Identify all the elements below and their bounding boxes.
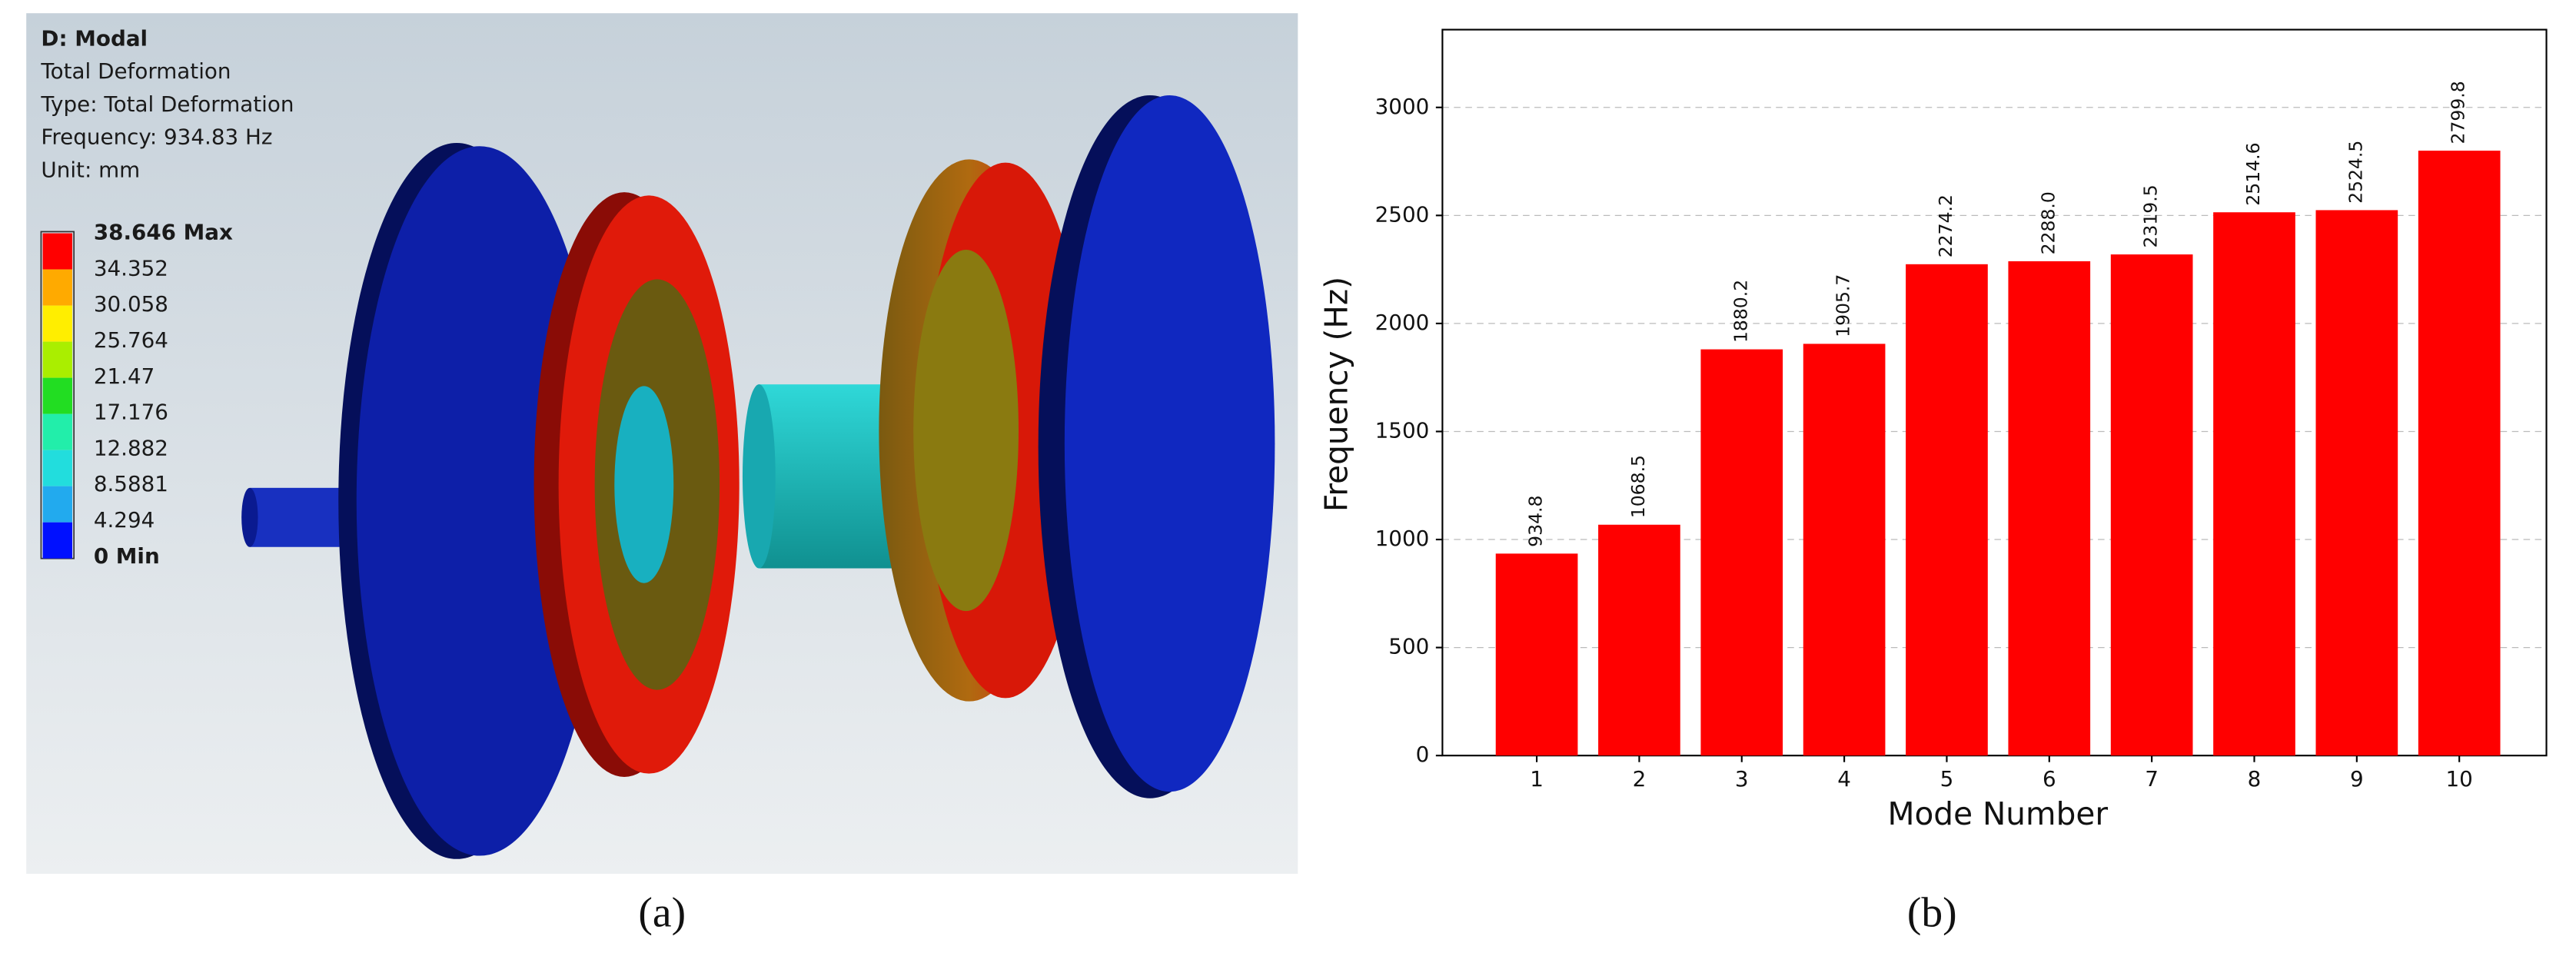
color-swatch xyxy=(42,269,73,306)
color-swatch xyxy=(42,233,73,270)
x-tick-label: 9 xyxy=(2350,766,2364,792)
color-swatch xyxy=(42,305,73,342)
color-swatch xyxy=(42,486,73,523)
legend-label: 0 Min xyxy=(94,543,160,569)
info-line: Total Deformation xyxy=(40,58,231,84)
bar xyxy=(1495,553,1578,756)
value-label: 2274.2 xyxy=(1935,194,1956,257)
fea-render: D: Modal Total Deformation Type: Total De… xyxy=(26,13,1298,875)
y-tick-label: 2500 xyxy=(1375,201,1430,227)
y-tick-label: 1500 xyxy=(1375,417,1430,443)
value-label: 934.8 xyxy=(1525,496,1547,547)
panel-label: (b) xyxy=(1907,888,1957,936)
bar xyxy=(1803,344,1886,756)
info-line: Type: Total Deformation xyxy=(40,91,294,117)
x-tick-label: 5 xyxy=(1940,766,1954,792)
x-axis-label: Mode Number xyxy=(1887,795,2108,832)
legend-label: 25.764 xyxy=(94,327,168,353)
y-axis-label: Frequency (Hz) xyxy=(1318,277,1355,512)
color-swatch xyxy=(42,341,73,378)
value-label: 2514.6 xyxy=(2242,142,2264,205)
info-line: Unit: mm xyxy=(41,157,140,182)
plot-frame xyxy=(1441,28,2548,757)
y-tick-label: 1000 xyxy=(1375,526,1430,551)
value-label: 1905.7 xyxy=(1833,274,1854,337)
bar xyxy=(2315,210,2398,756)
y-tick-label: 500 xyxy=(1388,634,1429,659)
info-line: Frequency: 934.83 Hz xyxy=(41,124,272,150)
legend-label: 30.058 xyxy=(94,291,168,317)
value-label: 2288.0 xyxy=(2037,191,2059,254)
x-tick-label: 3 xyxy=(1735,766,1749,792)
bar xyxy=(1700,349,1783,756)
color-swatch xyxy=(42,413,73,450)
color-swatch xyxy=(42,377,73,414)
value-label: 1880.2 xyxy=(1730,280,1751,343)
x-tick-label: 6 xyxy=(2043,766,2056,792)
bar xyxy=(2213,212,2295,756)
x-tick-label: 10 xyxy=(2446,766,2473,792)
legend-label: 34.352 xyxy=(94,255,168,280)
y-tick-label: 0 xyxy=(1416,742,1430,767)
legend-label: 21.47 xyxy=(94,363,155,389)
panel-label: (a) xyxy=(638,888,686,936)
legend-label: 4.294 xyxy=(94,507,155,533)
x-tick-label: 1 xyxy=(1530,766,1544,792)
color-bar: 38.646 Max 34.352 30.058 25.764 21.47 17.176 1… xyxy=(42,220,233,569)
x-tick-label: 2 xyxy=(1633,766,1647,792)
legend-label: 17.176 xyxy=(94,400,168,425)
value-label: 2319.5 xyxy=(2140,184,2162,247)
legend-label: 8.5881 xyxy=(94,471,168,496)
value-label: 1068.5 xyxy=(1627,455,1649,518)
value-label: 2524.5 xyxy=(2345,141,2366,204)
bar xyxy=(2110,254,2193,756)
x-tick-label: 8 xyxy=(2248,766,2262,792)
bar xyxy=(2008,261,2091,756)
legend-label: 38.646 Max xyxy=(94,220,233,245)
legend-label: 12.882 xyxy=(94,435,168,460)
bar xyxy=(1906,264,1988,756)
bar xyxy=(1598,524,1680,756)
bar xyxy=(2418,151,2501,756)
x-tick-label: 7 xyxy=(2145,766,2159,792)
color-swatch xyxy=(42,522,73,559)
y-tick-label: 3000 xyxy=(1375,94,1430,119)
panel-a-title: D: Modal xyxy=(41,25,148,51)
y-tick-label: 2000 xyxy=(1375,310,1430,335)
color-swatch xyxy=(42,450,73,486)
value-label: 2799.8 xyxy=(2448,81,2469,144)
x-tick-label: 4 xyxy=(1837,766,1851,792)
